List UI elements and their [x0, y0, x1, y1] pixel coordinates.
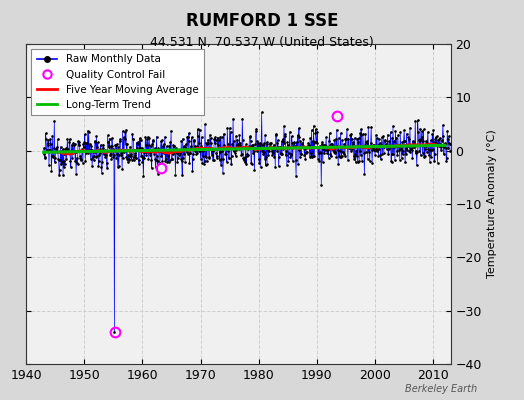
- Y-axis label: Temperature Anomaly (°C): Temperature Anomaly (°C): [487, 130, 497, 278]
- Text: RUMFORD 1 SSE: RUMFORD 1 SSE: [185, 12, 339, 30]
- Text: 44.531 N, 70.537 W (United States): 44.531 N, 70.537 W (United States): [150, 36, 374, 49]
- Text: Berkeley Earth: Berkeley Earth: [405, 384, 477, 394]
- Legend: Raw Monthly Data, Quality Control Fail, Five Year Moving Average, Long-Term Tren: Raw Monthly Data, Quality Control Fail, …: [31, 49, 204, 115]
